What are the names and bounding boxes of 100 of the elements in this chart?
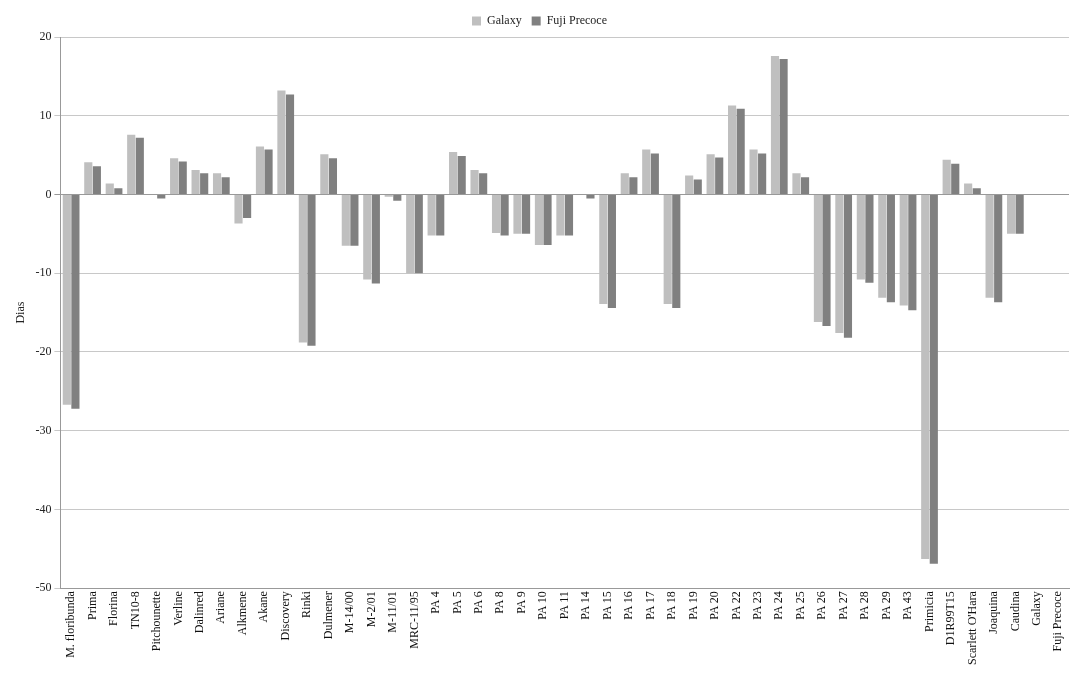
x-tick-label: PA 17 xyxy=(642,591,657,620)
x-tick-label: Galaxy xyxy=(1028,591,1043,626)
y-tick-label: -30 xyxy=(35,422,52,437)
bar xyxy=(436,194,445,236)
bar xyxy=(341,194,350,246)
bar xyxy=(320,154,329,194)
bar xyxy=(642,149,651,194)
bar xyxy=(758,153,767,194)
x-tick-label: Akane xyxy=(256,591,271,623)
bar xyxy=(234,194,243,224)
x-tick-label: Ariane xyxy=(213,591,228,624)
bar xyxy=(994,194,1003,303)
bar xyxy=(191,170,200,194)
bar xyxy=(393,194,402,201)
legend-label: Fuji Precoce xyxy=(546,13,607,28)
x-tick-label: PA 22 xyxy=(728,591,743,620)
x-tick-label: PA 43 xyxy=(900,591,915,620)
bar xyxy=(620,173,629,194)
x-tick-label: Dalinred xyxy=(192,591,207,634)
x-tick-label: Verline xyxy=(170,591,185,626)
y-tick-label: 20 xyxy=(39,29,52,44)
bar xyxy=(800,177,810,194)
y-tick-label: -20 xyxy=(35,344,52,359)
bar xyxy=(672,194,681,308)
y-axis-title: Dias xyxy=(13,301,28,324)
bar xyxy=(908,194,917,311)
bar xyxy=(521,194,531,234)
bar xyxy=(200,173,209,194)
x-tick-label: PA 23 xyxy=(749,591,764,620)
bar xyxy=(178,161,187,194)
bar xyxy=(264,149,273,194)
bar xyxy=(71,194,80,409)
bar xyxy=(449,151,458,194)
bar xyxy=(135,137,144,194)
y-tick-label: 10 xyxy=(39,107,52,122)
bar xyxy=(564,194,574,236)
legend-label: Galaxy xyxy=(487,13,522,28)
x-tick-label: Discovery xyxy=(277,591,292,641)
bar xyxy=(457,155,466,194)
x-tick-label: PA 6 xyxy=(471,591,486,614)
bar xyxy=(414,194,423,274)
bar xyxy=(84,162,93,194)
bar xyxy=(470,170,479,194)
x-tick-label: PA 19 xyxy=(685,591,700,620)
x-tick-label: D1R99T15 xyxy=(943,591,958,646)
x-tick-label: PA 20 xyxy=(707,591,722,620)
bar xyxy=(500,194,509,236)
bar xyxy=(212,173,222,194)
bar xyxy=(865,194,874,283)
bar xyxy=(929,194,938,564)
bar xyxy=(556,194,565,236)
x-tick-label: Scarlett O'Hara xyxy=(964,590,979,665)
y-tick-label: 0 xyxy=(45,186,52,201)
x-tick-label: M-14/00 xyxy=(342,591,357,634)
x-tick-label: M-11/01 xyxy=(385,591,400,633)
x-tick-label: PA 5 xyxy=(449,591,464,614)
x-tick-label: Dulmener xyxy=(320,591,335,640)
bar xyxy=(1006,194,1016,234)
x-tick-label: Prima xyxy=(84,590,99,620)
bar xyxy=(92,166,101,194)
bar xyxy=(350,194,359,246)
bar xyxy=(693,179,702,194)
bar xyxy=(371,194,380,284)
x-tick-label: PA 11 xyxy=(556,591,571,620)
bar xyxy=(127,134,136,194)
bar xyxy=(685,175,694,194)
bar xyxy=(105,183,114,194)
x-tick-label: PA 15 xyxy=(599,591,614,620)
x-tick-label: PA 25 xyxy=(792,591,807,620)
bar xyxy=(586,194,595,199)
bar xyxy=(1015,194,1024,234)
x-tick-label: TN10-8 xyxy=(127,591,142,630)
bar xyxy=(706,154,715,194)
x-tick-label: M. floribunda xyxy=(63,590,78,658)
bar xyxy=(607,194,616,308)
bar xyxy=(285,94,295,194)
y-tick-label: -40 xyxy=(35,501,52,516)
x-tick-label: PA 16 xyxy=(621,591,636,620)
x-tick-label: PA 24 xyxy=(771,591,786,620)
bar xyxy=(114,188,123,194)
x-tick-label: Caudina xyxy=(1007,590,1022,632)
bar xyxy=(886,194,895,303)
x-tick-label: Primicia xyxy=(921,590,936,632)
bar xyxy=(543,194,552,245)
x-tick-label: PA 28 xyxy=(857,591,872,620)
bar xyxy=(307,194,316,346)
bar xyxy=(479,173,488,194)
bar xyxy=(221,177,230,194)
x-tick-label: Pitchounette xyxy=(149,591,164,652)
x-tick-label: PA 26 xyxy=(814,591,829,620)
x-tick-label: PA 14 xyxy=(578,591,593,620)
bar xyxy=(843,194,853,338)
bar xyxy=(792,173,801,194)
x-tick-label: PA 4 xyxy=(428,591,443,614)
bar xyxy=(491,194,501,234)
bar xyxy=(972,188,981,194)
x-tick-label: PA 8 xyxy=(492,591,507,614)
x-tick-label: PA 27 xyxy=(835,591,850,620)
bar xyxy=(629,177,638,194)
x-tick-label: Florina xyxy=(106,590,121,626)
